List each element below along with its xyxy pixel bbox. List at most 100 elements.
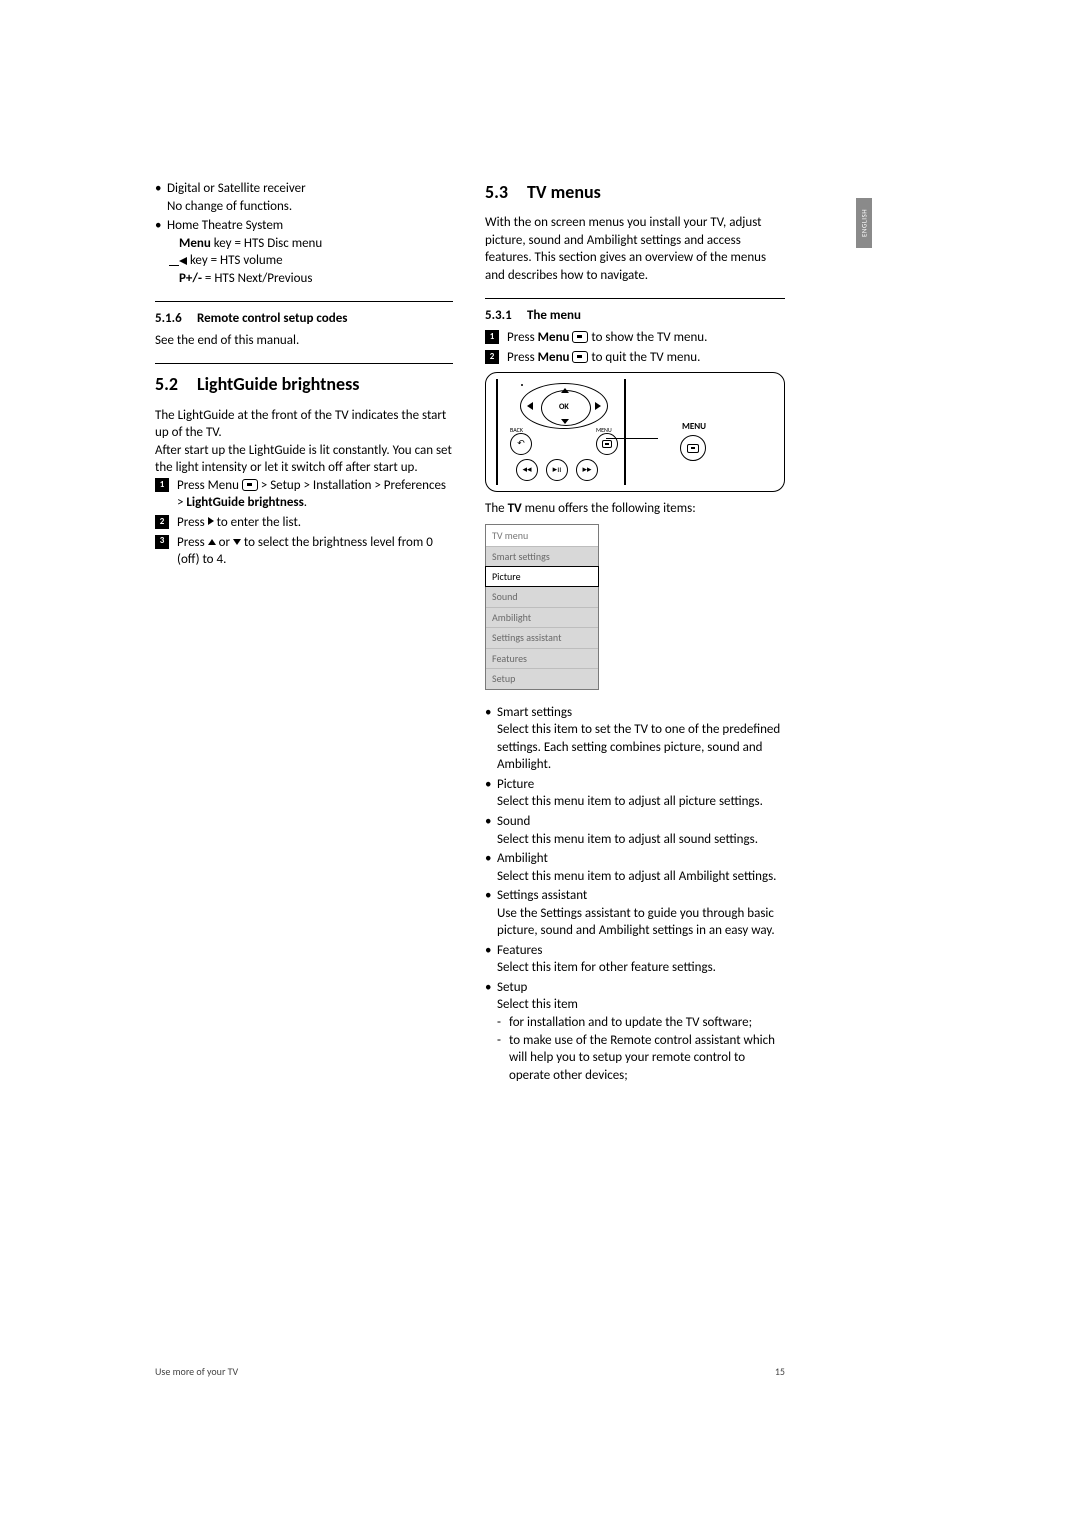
- menu-callout-label: MENU: [682, 421, 706, 433]
- list-item: Sound Select this menu item to adjust all…: [485, 813, 785, 848]
- text: to quit the TV menu.: [588, 350, 700, 365]
- tv-menu-row: Setup: [486, 668, 598, 689]
- section-5-1-6-body: See the end of this manual.: [155, 332, 453, 350]
- text: Press: [507, 330, 538, 345]
- menu-icon: [242, 479, 258, 491]
- step-badge: 2: [155, 515, 169, 529]
- section-number: 5.3: [485, 180, 527, 204]
- list-item: Home Theatre System Menu key = HTS Disc …: [155, 217, 453, 287]
- tv-menu-row: Picture: [485, 566, 599, 588]
- list-item: Picture Select this menu item to adjust a…: [485, 776, 785, 811]
- item-body: No change of functions.: [167, 199, 292, 214]
- tv-menu-table: TV menu Smart settingsPictureSoundAmbili…: [485, 524, 599, 690]
- step-1: 1 Press Menu > Setup > Installation > Pr…: [155, 477, 453, 512]
- sub-list-item: for installation and to update the TV so…: [497, 1014, 785, 1032]
- step-2: 2 Press Menu to quit the TV menu.: [485, 349, 785, 367]
- section-title: TV menus: [527, 181, 601, 203]
- item-title: Settings assistant: [497, 888, 587, 903]
- device-list: Digital or Satellite receiver No change …: [155, 180, 453, 287]
- divider: [485, 298, 785, 299]
- page-footer: Use more of your TV 15: [155, 1365, 785, 1379]
- left-column: Digital or Satellite receiver No change …: [155, 180, 453, 1086]
- sub-list: for installation and to update the TV so…: [497, 1014, 785, 1084]
- paragraph: The LightGuide at the front of the TV in…: [155, 407, 453, 442]
- sub-list-item: to make use of the Remote control assist…: [497, 1032, 785, 1085]
- list-item: Digital or Satellite receiver No change …: [155, 180, 453, 215]
- menu-descriptions: Smart settingsSelect this item to set th…: [485, 704, 785, 1084]
- section-5-3-1-heading: 5.3.1The menu: [485, 307, 785, 325]
- step-badge: 1: [155, 478, 169, 492]
- section-5-3-heading: 5.3TV menus: [485, 180, 785, 204]
- section-number: 5.3.1: [485, 307, 527, 325]
- step-badge: 3: [155, 535, 169, 549]
- item-body: Select this menu item to adjust all soun…: [497, 832, 758, 847]
- item-title: Features: [497, 943, 542, 958]
- item-body: Select this menu item to adjust all Ambi…: [497, 869, 776, 884]
- remote-diagram: OK BACK MENU ↶ ◂◂ ▸ıı ▸▸ MENU: [485, 372, 785, 492]
- up-arrow-icon: [208, 539, 216, 545]
- forward-icon: ▸▸: [576, 459, 598, 481]
- list-item: Smart settingsSelect this item to set th…: [485, 704, 785, 774]
- item-body: Select this item to set the TV to one of…: [497, 722, 780, 772]
- list-item: Ambilight Select this menu item to adjust…: [485, 850, 785, 885]
- item-body: Select this item: [497, 997, 578, 1012]
- section-title: LightGuide brightness: [197, 373, 359, 395]
- down-arrow-icon: [233, 539, 241, 545]
- step-badge: 2: [485, 350, 499, 364]
- text: = HTS Next/Previous: [202, 271, 312, 286]
- paragraph: The TV menu offers the following items:: [485, 500, 785, 518]
- text: key = HTS volume: [187, 253, 283, 268]
- section-title: The menu: [527, 308, 581, 323]
- text: to enter the list.: [214, 515, 301, 530]
- label: LightGuide brightness: [186, 495, 303, 510]
- section-title: Remote control setup codes: [197, 311, 348, 326]
- tv-menu-row: Settings assistant: [486, 627, 598, 648]
- item-title: Digital or Satellite receiver: [167, 181, 306, 196]
- label: Menu: [179, 236, 211, 251]
- text: .: [304, 495, 307, 510]
- list-item: Features Select this item for other featu…: [485, 942, 785, 977]
- paragraph: With the on screen menus you install you…: [485, 214, 785, 284]
- tv-menu-row: Sound: [486, 586, 598, 607]
- menu-icon: [572, 351, 588, 363]
- section-5-2-heading: 5.2LightGuide brightness: [155, 372, 453, 396]
- item-title: Picture: [497, 777, 534, 792]
- footer-page-number: 15: [775, 1365, 785, 1379]
- item-title: Sound: [497, 814, 530, 829]
- volume-icon: [179, 257, 187, 265]
- tv-menu-header: TV menu: [486, 525, 598, 547]
- footer-left: Use more of your TV: [155, 1365, 238, 1379]
- step-1: 1 Press Menu to show the TV menu.: [485, 329, 785, 347]
- item-title: Ambilight: [497, 851, 548, 866]
- section-number: 5.2: [155, 372, 197, 396]
- item-body: Select this menu item to adjust all pict…: [497, 794, 763, 809]
- item-title: Home Theatre System: [167, 218, 283, 233]
- remote-body: OK BACK MENU ↶ ◂◂ ▸ıı ▸▸: [496, 379, 626, 485]
- text: key = HTS Disc menu: [211, 236, 322, 251]
- label: Menu: [538, 330, 570, 345]
- right-column: 5.3TV menus With the on screen menus you…: [485, 180, 785, 1086]
- divider: [155, 363, 453, 364]
- menu-icon: [572, 331, 588, 343]
- tv-menu-row: Features: [486, 648, 598, 669]
- divider: [155, 301, 453, 302]
- item-details: Menu key = HTS Disc menu key = HTS volum…: [167, 235, 453, 288]
- section-number: 5.1.6: [155, 310, 197, 328]
- text: Press: [177, 515, 208, 530]
- dpad: OK: [520, 383, 608, 429]
- back-button-icon: ↶: [510, 433, 532, 455]
- label: Menu: [538, 350, 570, 365]
- text: or: [216, 535, 233, 550]
- list-item: Setup Select this item for installation an…: [485, 979, 785, 1084]
- item-title: Setup: [497, 980, 527, 995]
- label: TV: [508, 501, 522, 516]
- tv-menu-row: Smart settings: [486, 546, 598, 567]
- step-2: 2 Press to enter the list.: [155, 514, 453, 532]
- item-body: Select this item for other feature setti…: [497, 960, 716, 975]
- tv-menu-row: Ambilight: [486, 607, 598, 628]
- menu-callout-icon: [680, 435, 706, 461]
- paragraph: After start up the LightGuide is lit con…: [155, 442, 453, 477]
- rewind-icon: ◂◂: [516, 459, 538, 481]
- text: Press: [177, 535, 208, 550]
- list-item: Settings assistantUse the Settings assis…: [485, 887, 785, 940]
